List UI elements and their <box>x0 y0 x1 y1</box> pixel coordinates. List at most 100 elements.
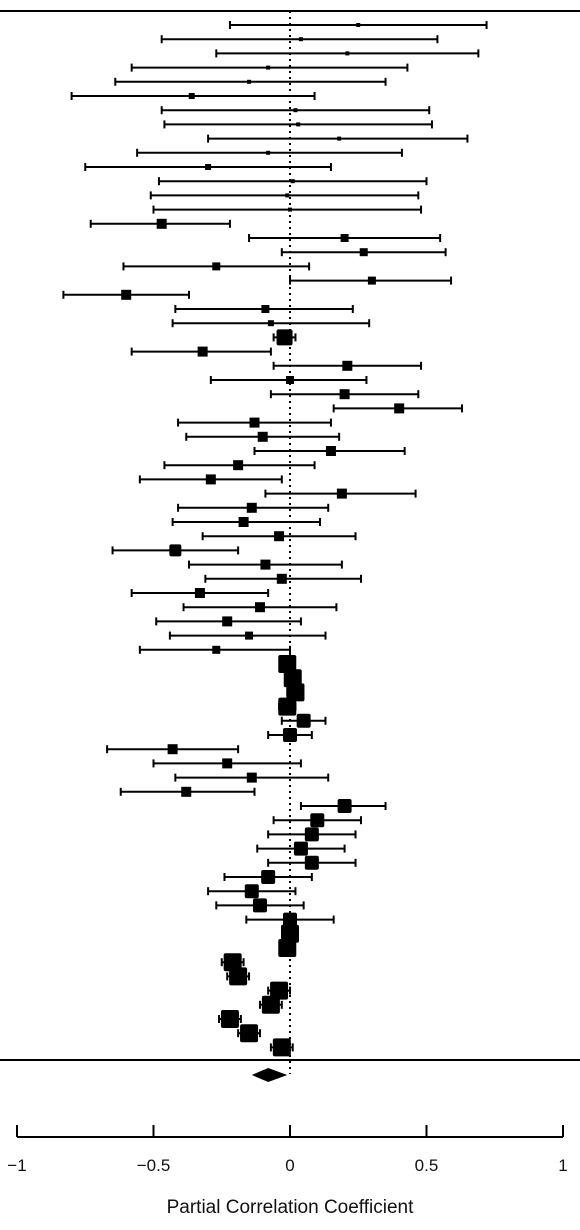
point-estimate <box>304 827 319 842</box>
point-estimate <box>278 939 297 957</box>
point-estimate <box>367 276 376 285</box>
study-row <box>209 376 368 384</box>
point-estimate <box>257 431 268 442</box>
point-estimate <box>260 559 271 570</box>
study-row <box>245 912 335 927</box>
study-row <box>220 953 245 972</box>
point-estimate <box>229 967 248 986</box>
point-estimate <box>356 23 361 27</box>
study-row <box>272 360 423 371</box>
point-estimate <box>298 37 303 42</box>
point-estimate <box>359 248 368 257</box>
study-row <box>62 289 190 300</box>
study-row <box>174 772 330 783</box>
study-row <box>256 841 346 856</box>
study-row <box>272 329 297 346</box>
point-estimate <box>336 488 347 499</box>
point-estimate <box>283 912 297 927</box>
point-estimate <box>283 669 302 688</box>
point-estimate <box>246 772 257 783</box>
point-estimate <box>340 234 349 242</box>
study-row <box>207 884 297 899</box>
point-estimate <box>293 841 308 856</box>
study-row <box>160 106 431 115</box>
point-estimate <box>285 193 290 198</box>
point-estimate <box>276 329 293 346</box>
point-estimate <box>197 346 208 357</box>
point-estimate <box>278 655 297 673</box>
point-estimate <box>286 683 305 702</box>
study-row <box>278 697 297 716</box>
study-row <box>163 120 433 129</box>
study-row <box>182 602 338 613</box>
study-row <box>280 248 447 257</box>
study-row <box>286 683 305 702</box>
study-row <box>70 92 316 100</box>
point-estimate <box>156 218 167 229</box>
point-estimate <box>345 51 350 56</box>
study-row <box>204 573 362 584</box>
x-tick-label: 0.5 <box>415 1156 439 1175</box>
x-tick-label: −0.5 <box>137 1156 171 1175</box>
study-row <box>272 813 362 828</box>
point-estimate <box>286 376 294 384</box>
study-row <box>332 403 463 414</box>
study-row <box>136 148 403 157</box>
point-estimate <box>169 544 182 557</box>
point-estimate <box>325 446 336 456</box>
study-row <box>177 502 330 513</box>
point-estimate <box>274 531 285 542</box>
point-estimate <box>270 981 289 1000</box>
study-row <box>89 218 231 229</box>
study-row <box>130 588 270 598</box>
x-tick-label: 1 <box>558 1156 567 1175</box>
x-tick-label: −1 <box>7 1156 26 1175</box>
point-estimate <box>121 289 132 300</box>
point-estimate <box>266 65 271 70</box>
point-estimate <box>290 179 295 184</box>
study-row <box>267 855 357 870</box>
point-estimate <box>220 1010 239 1028</box>
study-row <box>267 981 291 1000</box>
study-row <box>283 669 302 688</box>
study-row <box>215 49 480 58</box>
point-estimate <box>276 573 287 584</box>
study-row <box>160 35 439 44</box>
point-estimate <box>261 995 280 1014</box>
study-row <box>187 559 343 570</box>
study-row <box>163 460 316 471</box>
point-estimate <box>296 122 301 127</box>
study-row <box>226 967 251 986</box>
point-estimate <box>222 758 233 769</box>
point-estimate <box>212 262 221 271</box>
point-estimate <box>188 93 195 99</box>
point-estimate <box>394 403 405 414</box>
point-estimate <box>238 517 249 527</box>
point-estimate <box>304 855 319 870</box>
point-estimate <box>246 502 257 513</box>
point-estimate <box>288 207 292 212</box>
point-estimate <box>181 786 192 797</box>
study-rows <box>62 21 488 1057</box>
study-row <box>122 262 311 271</box>
point-estimate <box>281 924 299 943</box>
study-row <box>155 616 302 627</box>
study-row <box>177 417 332 428</box>
point-estimate <box>272 1038 291 1057</box>
study-row <box>185 431 341 442</box>
point-estimate <box>245 631 254 640</box>
study-row <box>215 898 305 913</box>
study-row <box>269 389 420 400</box>
study-row <box>299 799 387 813</box>
study-row <box>278 939 297 957</box>
study-row <box>207 134 469 143</box>
study-row <box>111 544 240 557</box>
study-row <box>223 870 313 884</box>
x-axis: −1 −0.5 0 0.5 1 <box>7 1125 568 1175</box>
study-row <box>130 346 272 357</box>
study-row <box>174 305 354 313</box>
point-estimate <box>205 474 216 485</box>
study-row <box>119 786 256 797</box>
point-estimate <box>337 799 352 813</box>
